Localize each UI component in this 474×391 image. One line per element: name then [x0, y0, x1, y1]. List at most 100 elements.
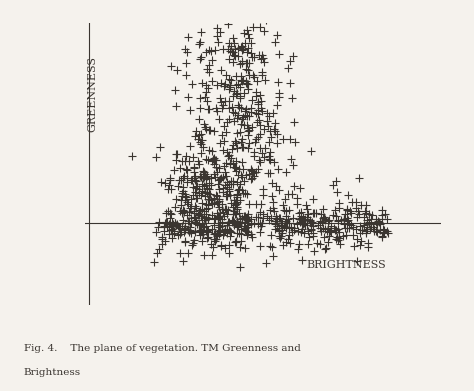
- Point: [191, 213, 198, 220]
- Point: [266, 206, 274, 213]
- Point: [223, 179, 231, 185]
- Point: [345, 224, 352, 231]
- Point: [245, 144, 252, 151]
- Point: [213, 199, 221, 206]
- Point: [182, 165, 190, 172]
- Point: [173, 221, 181, 228]
- Point: [191, 164, 198, 170]
- Point: [266, 170, 273, 176]
- Point: [343, 206, 351, 212]
- Point: [250, 24, 257, 30]
- Point: [203, 190, 211, 196]
- Point: [345, 221, 353, 227]
- Point: [247, 166, 255, 172]
- Point: [276, 235, 284, 241]
- Point: [277, 220, 284, 226]
- Point: [194, 212, 201, 218]
- Point: [243, 228, 250, 234]
- Point: [225, 10, 232, 16]
- Point: [210, 170, 218, 177]
- Point: [250, 152, 258, 159]
- Point: [356, 230, 364, 236]
- Point: [245, 34, 253, 41]
- Point: [235, 102, 242, 109]
- Point: [233, 130, 241, 136]
- Point: [278, 233, 285, 239]
- Point: [225, 98, 232, 104]
- Point: [198, 181, 205, 187]
- Point: [233, 179, 241, 185]
- Point: [187, 196, 194, 202]
- Point: [236, 61, 244, 67]
- Point: [176, 208, 184, 215]
- Point: [242, 106, 249, 112]
- Point: [375, 219, 383, 225]
- Point: [277, 220, 285, 226]
- Point: [363, 230, 370, 237]
- Point: [166, 210, 174, 216]
- Point: [180, 173, 187, 179]
- Point: [243, 48, 251, 55]
- Point: [329, 212, 337, 218]
- Point: [226, 232, 234, 239]
- Point: [225, 153, 232, 159]
- Point: [229, 93, 237, 99]
- Point: [174, 232, 182, 239]
- Point: [257, 223, 265, 230]
- Point: [343, 225, 350, 231]
- Point: [195, 186, 203, 192]
- Point: [335, 229, 343, 235]
- Point: [255, 157, 263, 163]
- Point: [353, 214, 361, 220]
- Point: [192, 178, 200, 184]
- Point: [267, 215, 274, 221]
- Point: [209, 226, 216, 232]
- Point: [238, 187, 246, 193]
- Point: [327, 228, 334, 234]
- Point: [219, 185, 227, 192]
- Point: [214, 39, 221, 45]
- Point: [200, 171, 207, 177]
- Point: [374, 218, 382, 224]
- Point: [199, 199, 206, 206]
- Point: [202, 206, 210, 212]
- Point: [157, 178, 165, 185]
- Point: [239, 113, 246, 120]
- Point: [367, 224, 374, 231]
- Point: [233, 145, 241, 151]
- Point: [364, 239, 371, 246]
- Point: [303, 217, 310, 223]
- Point: [207, 48, 215, 54]
- Point: [192, 204, 200, 211]
- Point: [250, 173, 257, 179]
- Point: [257, 56, 264, 62]
- Point: [327, 229, 334, 235]
- Point: [221, 226, 228, 232]
- Point: [165, 231, 173, 237]
- Point: [202, 126, 210, 133]
- Point: [202, 228, 210, 234]
- Point: [263, 213, 271, 219]
- Point: [228, 48, 236, 55]
- Point: [236, 210, 243, 217]
- Point: [245, 140, 253, 146]
- Point: [315, 222, 322, 228]
- Point: [227, 77, 235, 84]
- Point: [380, 227, 388, 233]
- Point: [343, 206, 351, 213]
- Point: [235, 222, 242, 229]
- Point: [356, 223, 364, 229]
- Point: [230, 52, 238, 59]
- Point: [254, 110, 262, 117]
- Point: [198, 188, 205, 194]
- Point: [202, 182, 210, 188]
- Point: [247, 15, 255, 21]
- Point: [178, 223, 186, 230]
- Point: [255, 165, 262, 172]
- Point: [275, 228, 283, 235]
- Point: [219, 174, 227, 180]
- Point: [203, 185, 210, 191]
- Point: [295, 240, 302, 247]
- Point: [179, 207, 186, 213]
- Point: [242, 215, 249, 221]
